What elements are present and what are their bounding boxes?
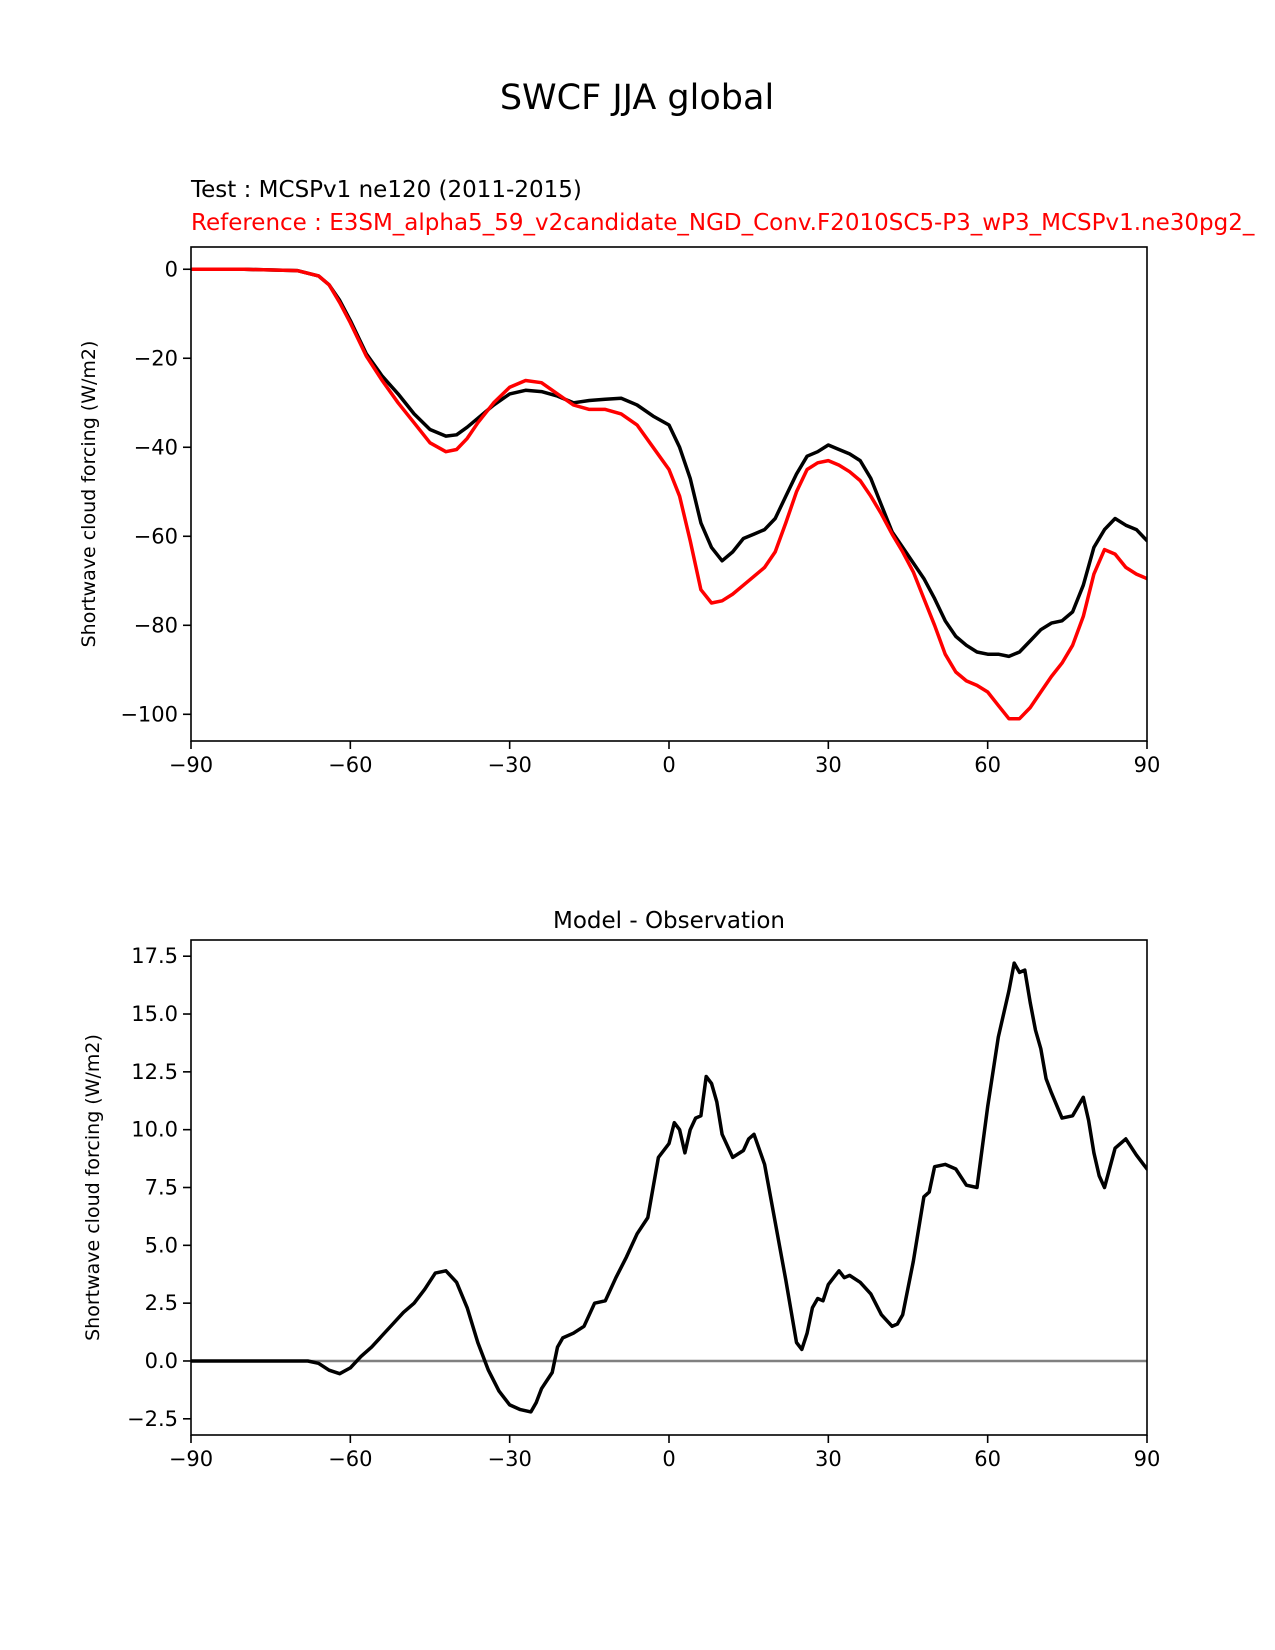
x-tick-label: 30 — [815, 1447, 842, 1471]
y-tick-label: −2.5 — [127, 1407, 178, 1431]
series-line-test — [191, 267, 1147, 659]
y-tick-label: 0 — [165, 257, 178, 281]
x-tick-label: 0 — [662, 1447, 675, 1471]
x-tick-label: 90 — [1134, 753, 1161, 777]
y-tick-label: 15.0 — [131, 1002, 178, 1026]
x-tick-label: −60 — [328, 753, 372, 777]
series-line-test — [191, 961, 1147, 1414]
y-tick-label: −40 — [134, 435, 178, 459]
x-tick-label: 60 — [974, 1447, 1001, 1471]
y-tick-label: −60 — [134, 524, 178, 548]
x-tick-label: −90 — [169, 1447, 213, 1471]
y-tick-label: 5.0 — [145, 1233, 178, 1257]
series-line-reference — [191, 267, 1147, 721]
x-tick-label: −30 — [488, 1447, 532, 1471]
x-tick-label: 0 — [662, 753, 675, 777]
x-tick-label: −60 — [328, 1447, 372, 1471]
y-tick-label: 17.5 — [131, 944, 178, 968]
y-tick-label: 7.5 — [145, 1176, 178, 1200]
y-tick-label: −100 — [120, 702, 178, 726]
y-axis-label: Shortwave cloud forcing (W/m2) — [82, 1034, 104, 1341]
x-tick-label: 60 — [974, 753, 1001, 777]
top-plot: −90 −60 −30 0 30 60 90 0 −20 −40 −60 −80 −100 Shortwa… — [78, 246, 1161, 777]
y-tick-label: 10.0 — [131, 1118, 178, 1142]
x-tick-label: 90 — [1134, 1447, 1161, 1471]
reference-label: Reference : E3SM_alpha5_59_v2candidate_N… — [191, 210, 1255, 236]
y-tick-label: −80 — [134, 613, 178, 637]
panel-title: Model - Observation — [553, 908, 785, 934]
x-tick-label: −30 — [488, 753, 532, 777]
y-tick-label: 2.5 — [145, 1291, 178, 1315]
test-label: Test : MCSPv1 ne120 (2011-2015) — [190, 177, 582, 203]
axes-frame — [190, 246, 1148, 742]
y-axis-label: Shortwave cloud forcing (W/m2) — [78, 341, 100, 648]
y-tick-label: 0.0 — [145, 1349, 178, 1373]
figure-title: SWCF JJA global — [500, 78, 774, 118]
bottom-plot: −90 −60 −30 0 30 60 90 17.5 15.0 12.5 10.0 7.5 5.0 2.… — [82, 908, 1160, 1471]
y-tick-label: 12.5 — [131, 1060, 178, 1084]
y-tick-label: −20 — [134, 346, 178, 370]
x-tick-label: −90 — [169, 753, 213, 777]
x-tick-label: 30 — [815, 753, 842, 777]
